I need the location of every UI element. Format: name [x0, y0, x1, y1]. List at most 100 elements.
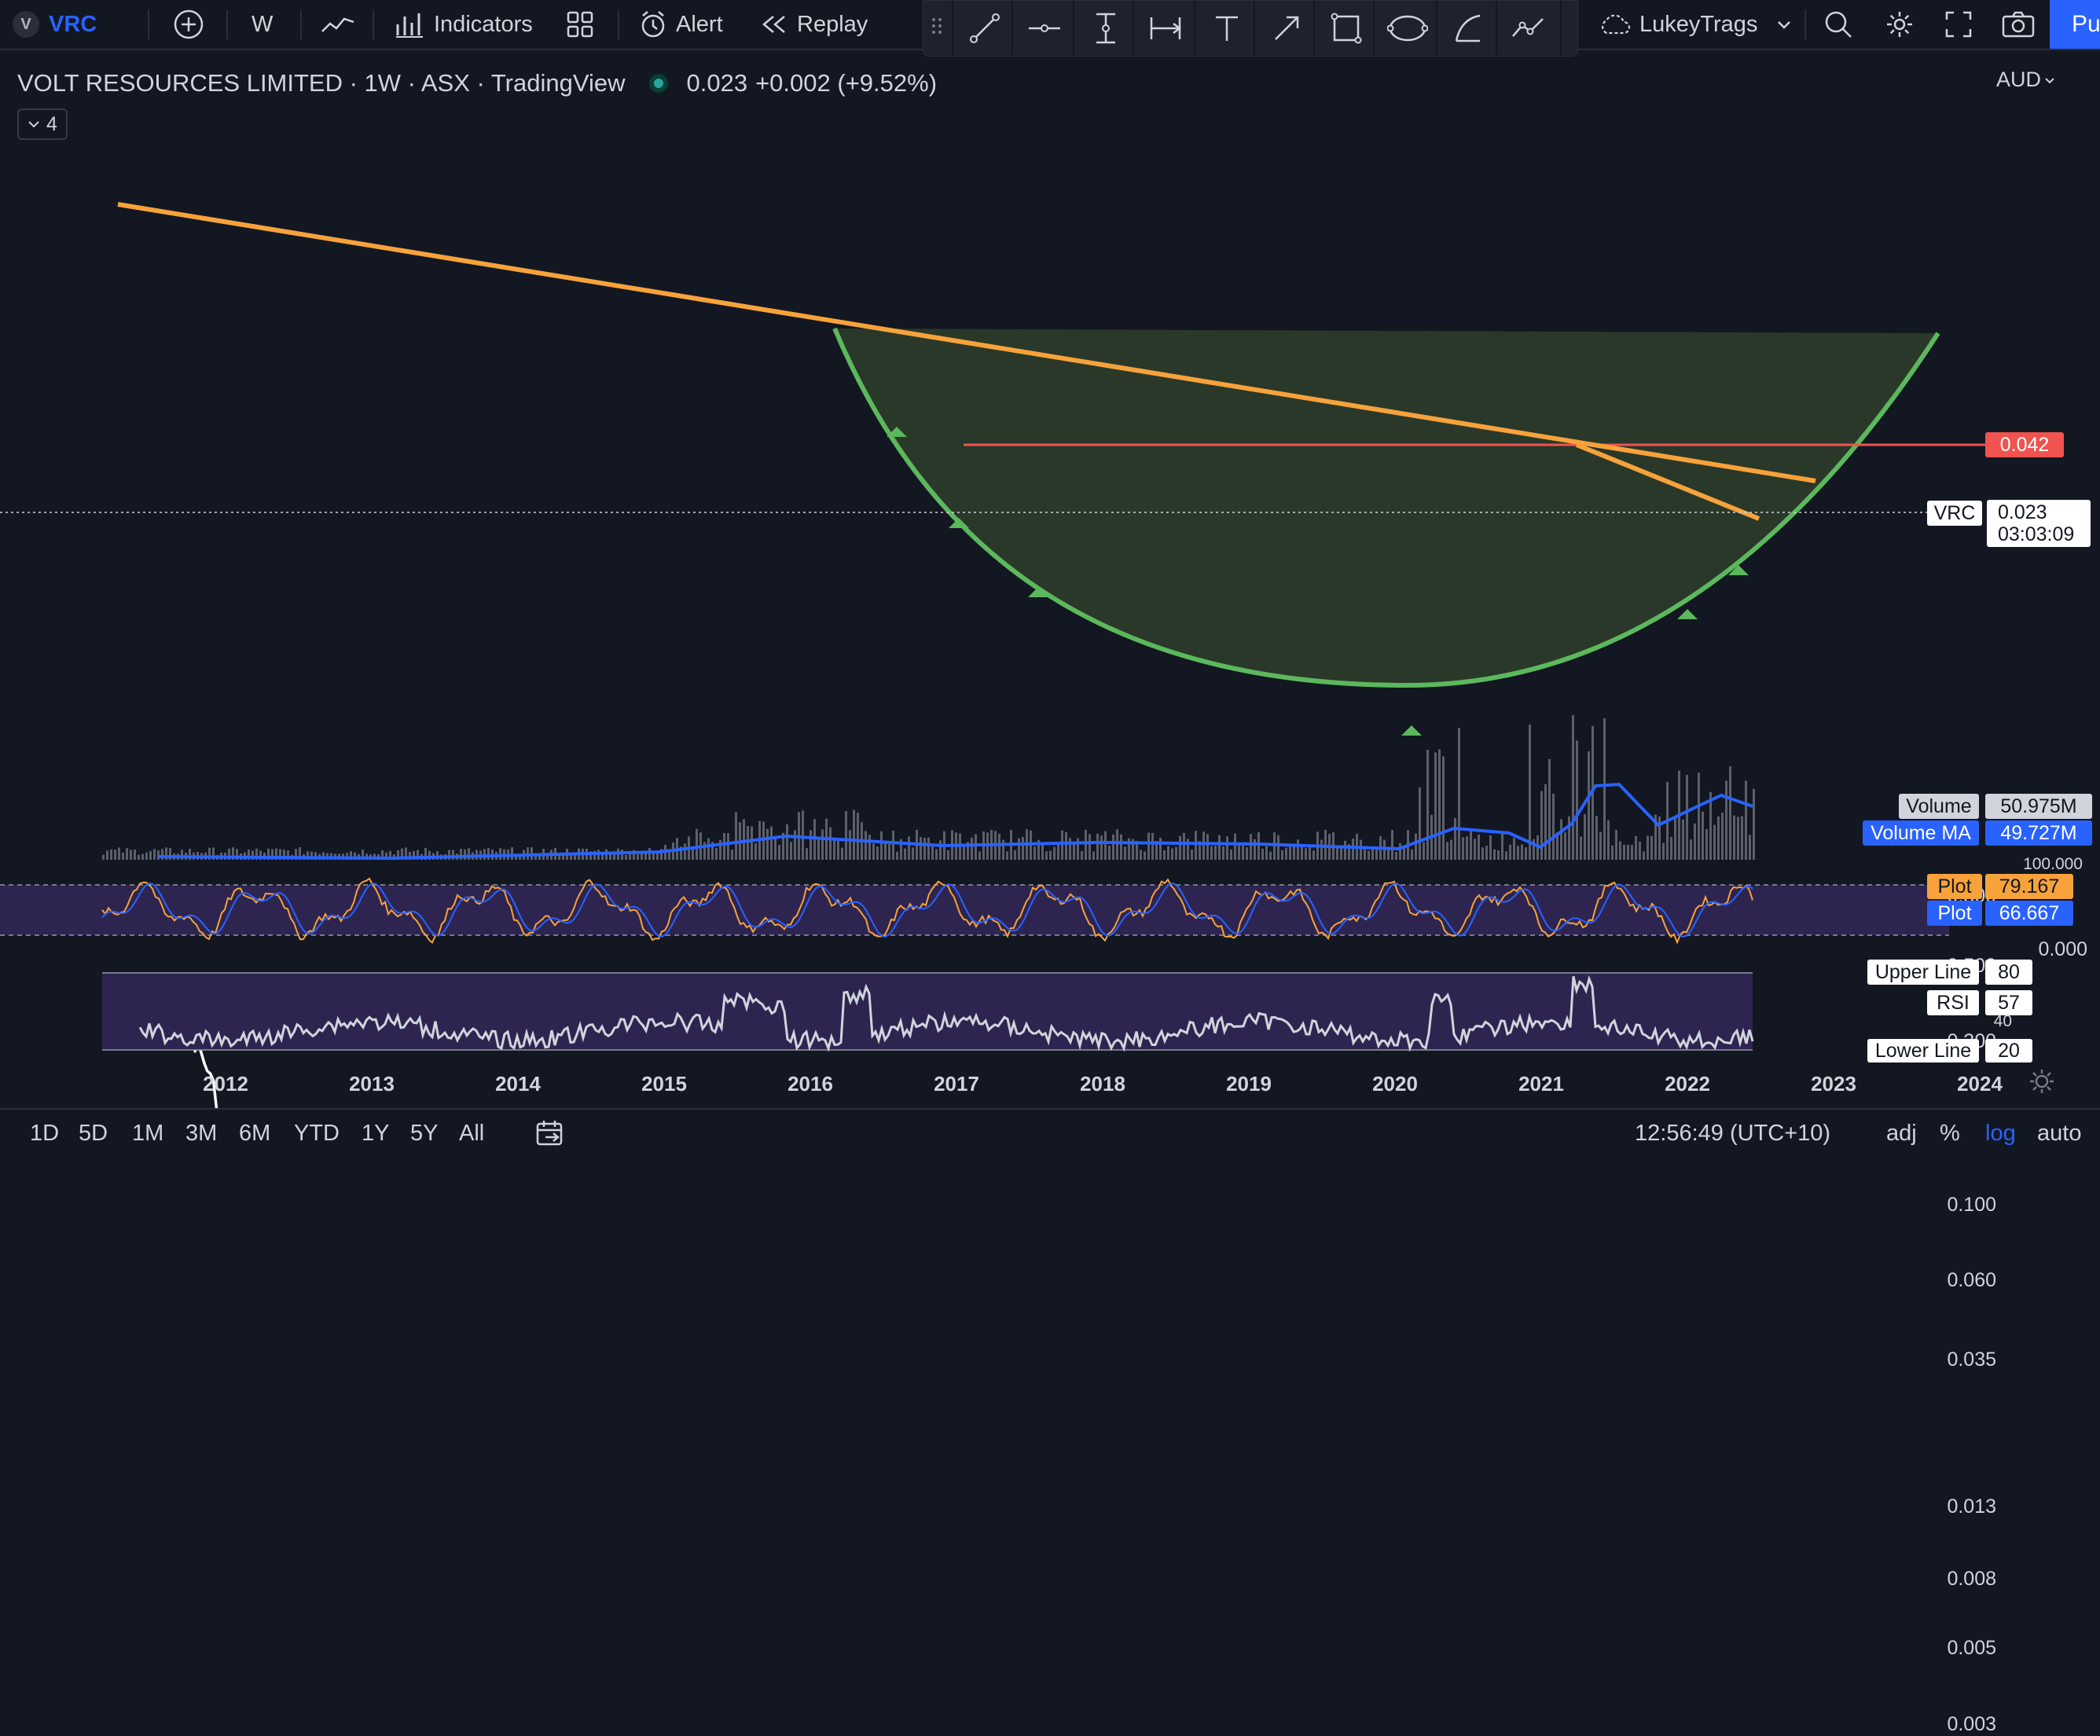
volume-bar [554, 847, 556, 860]
settings-button[interactable] [1885, 0, 1915, 49]
arc-tool[interactable] [1447, 7, 1491, 50]
volume-bar [821, 829, 824, 860]
auto-scale-toggle[interactable]: auto [2037, 1121, 2082, 1146]
layouts-button[interactable] [566, 0, 594, 49]
date-range-tool[interactable] [1144, 7, 1188, 50]
volume-bar [456, 853, 458, 860]
publish-button[interactable]: Pu [2050, 0, 2100, 49]
cloud-icon [1602, 14, 1631, 35]
indicators-button[interactable]: Indicators [395, 0, 533, 49]
volume-bar [1368, 850, 1370, 860]
ellipse-tool[interactable] [1386, 7, 1430, 50]
volume-bar [1081, 851, 1083, 860]
volume-bar [511, 847, 513, 860]
volume-bar [1478, 834, 1480, 860]
range-button[interactable]: 1M [132, 1121, 164, 1146]
stoch-plot1-label: Plot [1927, 874, 1982, 899]
long-trendline [117, 202, 1816, 483]
price-range-tool[interactable] [1084, 7, 1128, 50]
range-button[interactable]: 6M [239, 1121, 271, 1146]
search-button[interactable] [1823, 0, 1853, 49]
volume-bar [778, 845, 780, 860]
add-circle-icon [174, 9, 204, 39]
arrow-tool[interactable] [1265, 7, 1309, 50]
volume-ma-line [156, 782, 1753, 861]
range-button[interactable]: YTD [294, 1121, 340, 1146]
replay-button[interactable]: Replay [761, 0, 868, 49]
collapse-indicators-button[interactable]: 4 [17, 108, 68, 140]
volume-bar [224, 852, 226, 860]
price-axis-label: 0.005 [1947, 1637, 1996, 1660]
drag-handle-icon[interactable] [925, 7, 949, 50]
volume-bar [1289, 845, 1291, 860]
chart-settings-button[interactable] [2028, 1067, 2056, 1099]
rectangle-tool[interactable] [1324, 7, 1368, 50]
volume-bar [1395, 851, 1397, 860]
path-tool[interactable] [1507, 7, 1551, 50]
volume-bar [684, 843, 686, 860]
volume-bar [888, 844, 890, 860]
volume-bar [499, 848, 501, 860]
log-scale-toggle[interactable]: log [1985, 1121, 2016, 1146]
volume-bar [982, 831, 985, 860]
volume-bar [1407, 830, 1409, 860]
volume-bar [711, 842, 714, 860]
currency-selector[interactable]: AUD [1996, 68, 2055, 92]
volume-bar [393, 854, 395, 860]
volume-bar [1749, 835, 1751, 860]
volume-bar [483, 849, 486, 860]
chevron-down-icon [1778, 21, 1791, 29]
range-button[interactable]: All [459, 1121, 485, 1146]
trend-line-tool[interactable] [963, 7, 1007, 50]
adjust-toggle[interactable]: adj [1886, 1121, 1917, 1146]
volume-bar [751, 826, 753, 860]
volume-bar [727, 833, 729, 860]
percent-scale-toggle[interactable]: % [1940, 1121, 1960, 1146]
volume-bar [1403, 847, 1405, 860]
volume-bar [1497, 850, 1500, 860]
volume-bar [1721, 813, 1724, 860]
layout-name-button[interactable]: LukeyTrags [1597, 0, 1793, 49]
bar-countdown: 03:03:09 [1998, 523, 2075, 545]
volume-bar [259, 850, 262, 860]
range-button[interactable]: 1Y [362, 1121, 390, 1146]
volume-bar [637, 853, 639, 860]
volume-bar [1733, 815, 1735, 860]
volume-bar [1336, 846, 1338, 860]
goto-date-button[interactable] [534, 1119, 566, 1151]
grid-icon [567, 11, 593, 38]
calendar-goto-icon [536, 1121, 563, 1146]
volume-bar [841, 847, 843, 860]
volume-bar [1254, 839, 1256, 860]
compare-button[interactable] [173, 0, 204, 49]
range-button[interactable]: 1D [30, 1121, 60, 1146]
interval-button[interactable]: W [251, 11, 274, 37]
clock-timezone[interactable]: 12:56:49 (UTC+10) [1635, 1121, 1831, 1146]
drawing-divider [952, 1, 953, 56]
symbol-search-button[interactable]: V VRC [13, 0, 97, 49]
volume-bar [680, 846, 682, 860]
text-tool[interactable] [1205, 7, 1249, 50]
fullscreen-button[interactable] [1944, 0, 1973, 49]
range-button[interactable]: 5Y [410, 1121, 439, 1146]
volume-bar [1147, 832, 1150, 860]
volume-bar [491, 849, 494, 860]
alert-button[interactable]: Alert [638, 0, 723, 49]
volume-bar [927, 837, 930, 860]
snapshot-button[interactable] [2001, 0, 2036, 49]
volume-bar [629, 853, 631, 860]
range-button[interactable]: 3M [185, 1121, 218, 1146]
chart-type-button[interactable] [321, 0, 355, 49]
time-axis-label: 2013 [349, 1072, 395, 1096]
volume-bar [1316, 831, 1319, 860]
price-chart[interactable] [0, 0, 2100, 1155]
horizontal-line-tool[interactable] [1022, 7, 1067, 50]
volume-bar [1179, 835, 1181, 860]
range-button[interactable]: 5D [79, 1121, 108, 1146]
volume-bar [1505, 851, 1507, 860]
chart-legend[interactable]: VOLT RESOURCES LIMITED · 1W · ASX · Trad… [17, 69, 937, 97]
volume-bar [621, 850, 623, 860]
volume-bar [719, 839, 721, 860]
volume-bar [1320, 839, 1323, 860]
volume-bar [641, 852, 643, 860]
